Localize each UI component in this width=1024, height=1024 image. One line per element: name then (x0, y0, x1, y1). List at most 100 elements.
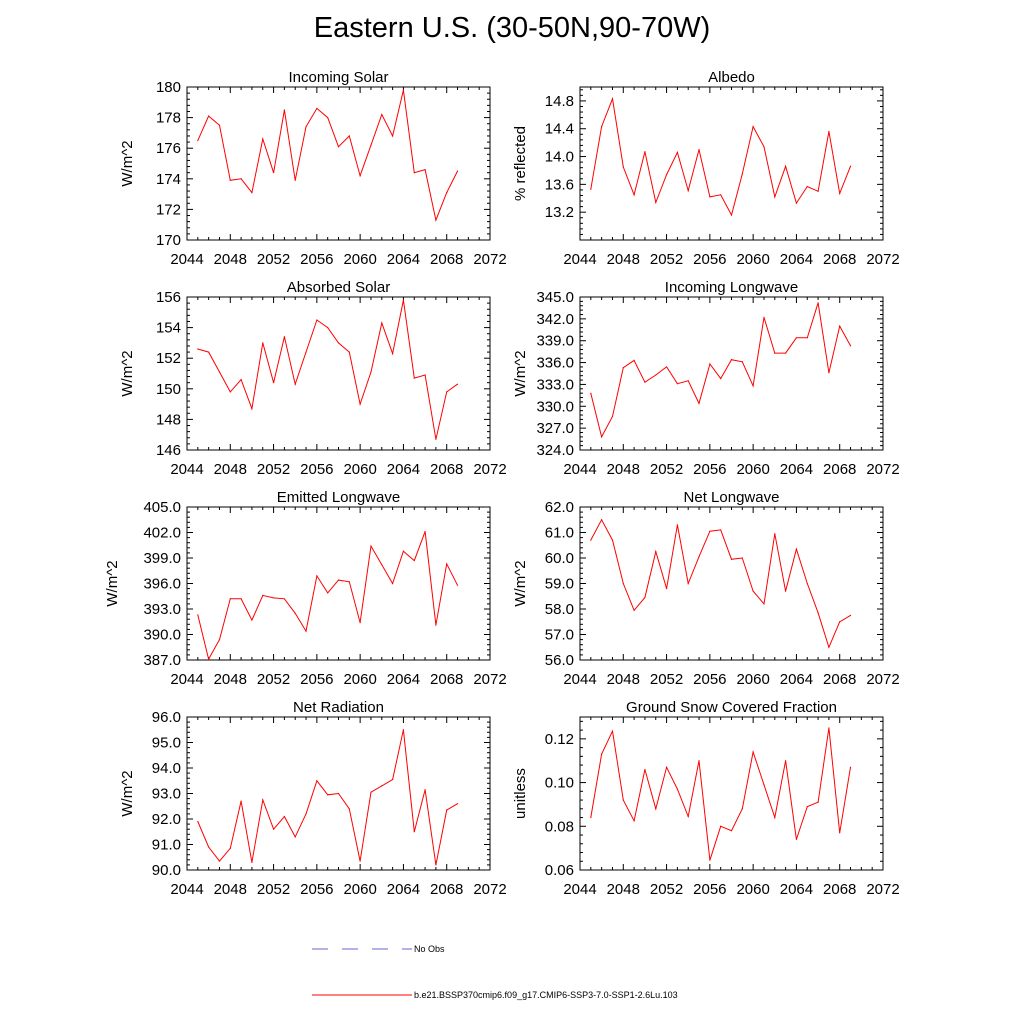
data-point (720, 529, 722, 531)
data-point (709, 530, 711, 532)
data-point (687, 582, 689, 585)
x-tick-label: 2052 (650, 671, 683, 688)
data-point (817, 612, 819, 614)
y-tick-label: 92.0 (152, 811, 181, 828)
x-tick-label: 2060 (736, 671, 769, 688)
data-point (262, 342, 264, 344)
data-point (720, 194, 722, 196)
data-point (208, 658, 210, 660)
y-tick-label: 0.12 (545, 731, 574, 748)
y-tick-label: 396.0 (143, 576, 181, 593)
data-point (218, 124, 221, 126)
y-tick-label: 14.8 (545, 93, 574, 110)
chart-panel-8: 2044 2048 2052 2056 2060 2064 2068 2072 0.06 0.08… (512, 699, 900, 898)
data-point (240, 379, 242, 381)
series-line (590, 96, 851, 217)
y-tick-label: 405.0 (143, 499, 181, 516)
data-point (381, 322, 383, 324)
y-tick-label: 95.0 (152, 735, 181, 752)
x-tick-label: 2068 (823, 881, 856, 898)
x-tick-label: 2060 (343, 881, 376, 898)
data-point (774, 816, 776, 819)
data-point (795, 337, 798, 339)
data-point (229, 179, 231, 181)
data-point (218, 639, 221, 641)
data-point (446, 391, 448, 393)
data-point (370, 545, 372, 547)
x-tick-label: 2052 (257, 881, 290, 898)
data-point (348, 581, 350, 583)
data-point (676, 151, 678, 153)
data-point (590, 539, 592, 541)
data-point (828, 646, 830, 648)
y-tick-label: 150 (156, 381, 181, 398)
data-point (611, 98, 614, 100)
data-point (262, 799, 264, 801)
y-tick-label: 91.0 (152, 837, 181, 854)
data-point (316, 780, 318, 782)
x-tick-label: 2052 (650, 251, 683, 268)
y-axis-label: W/m^2 (119, 770, 136, 816)
series-line (590, 727, 851, 861)
data-point (305, 126, 307, 128)
data-point (665, 366, 668, 368)
data-point (359, 622, 361, 624)
data-point (370, 371, 372, 373)
data-point (392, 353, 394, 355)
data-point (698, 556, 700, 558)
x-tick-label: 2072 (473, 671, 506, 688)
panel-title: Absorbed Solar (287, 279, 390, 296)
series-line (197, 531, 458, 661)
y-tick-label: 176 (156, 140, 181, 157)
y-tick-label: 345.0 (536, 289, 574, 306)
data-point (720, 825, 722, 827)
data-point (197, 348, 199, 350)
y-tick-label: 59.0 (545, 576, 574, 593)
data-point (730, 830, 733, 832)
x-tick-label: 2060 (343, 461, 376, 478)
data-point (817, 801, 819, 803)
x-tick-label: 2048 (214, 671, 247, 688)
data-point (435, 438, 437, 440)
y-tick-label: 96.0 (152, 709, 181, 726)
y-tick-label: 146 (156, 442, 181, 459)
panel-title: Incoming Longwave (665, 279, 798, 296)
data-point (741, 808, 743, 810)
data-point (698, 148, 700, 151)
x-tick-label: 2064 (780, 881, 813, 898)
data-point (665, 174, 668, 176)
y-tick-label: 148 (156, 411, 181, 428)
data-point (218, 371, 221, 373)
data-point (741, 173, 743, 175)
data-point (795, 838, 798, 841)
data-point (633, 820, 635, 822)
x-tick-label: 2072 (473, 461, 506, 478)
data-point (229, 847, 231, 849)
y-tick-label: 178 (156, 110, 181, 127)
data-point (327, 592, 329, 594)
data-point (392, 778, 394, 781)
data-point (446, 191, 448, 194)
data-point (633, 609, 635, 611)
data-point (795, 202, 798, 204)
x-tick-label: 2056 (300, 671, 333, 688)
data-point (644, 381, 646, 383)
y-tick-label: 0.10 (545, 775, 574, 792)
data-point (644, 596, 646, 599)
data-point (795, 548, 798, 550)
x-tick-label: 2064 (387, 461, 420, 478)
data-point (806, 582, 808, 585)
x-tick-label: 2068 (823, 671, 856, 688)
legend-model-label: b.e21.BSSP370cmip6.f09_g17.CMIP6-SSP3-7.… (414, 990, 678, 1000)
data-point (774, 533, 776, 535)
panel-title: Net Longwave (684, 489, 780, 506)
data-point (316, 319, 318, 321)
data-point (424, 374, 426, 376)
data-point (337, 579, 340, 581)
data-point (456, 584, 459, 586)
y-tick-label: 90.0 (152, 862, 181, 879)
x-tick-label: 2060 (736, 251, 769, 268)
x-tick-label: 2052 (650, 461, 683, 478)
x-tick-label: 2064 (780, 251, 813, 268)
data-point (272, 828, 275, 830)
